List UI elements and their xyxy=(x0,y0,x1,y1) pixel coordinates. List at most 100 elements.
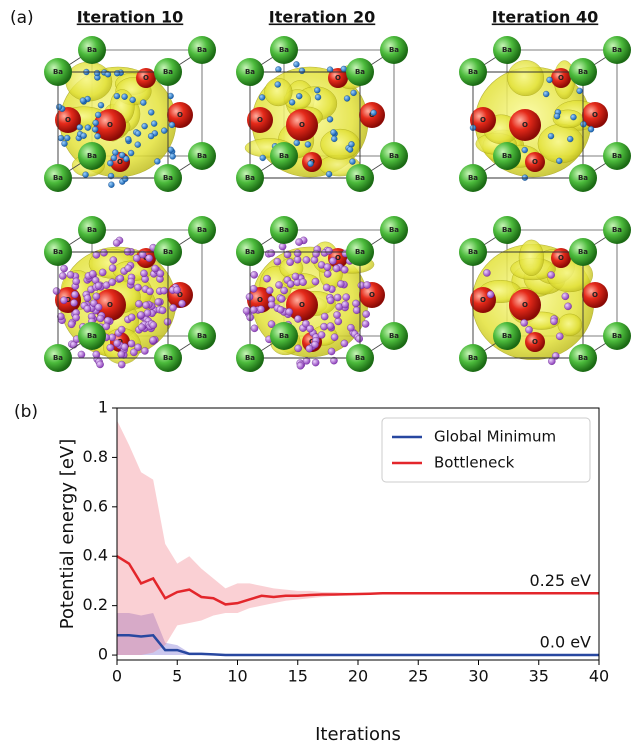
atom-label: Ba xyxy=(163,68,173,76)
y-tick-label: 0 xyxy=(98,645,108,664)
atom-label: Ba xyxy=(53,68,63,76)
sample-point xyxy=(77,124,83,130)
sample-point xyxy=(117,275,124,282)
sample-point xyxy=(148,133,154,139)
atom-label: Ba xyxy=(578,354,588,362)
sample-point xyxy=(327,116,333,122)
atom-label: Ba xyxy=(389,226,399,234)
sample-point xyxy=(135,130,141,136)
sample-point xyxy=(64,135,70,141)
sample-point xyxy=(292,273,299,280)
column-title: Iteration 10 xyxy=(77,8,184,27)
crystal-panels: Iteration 10OOOOOBaBaBaBaBaBaBaBaOOOOOBa… xyxy=(44,8,631,373)
sample-point xyxy=(144,309,151,316)
sample-point xyxy=(53,287,60,294)
atom-label: Ba xyxy=(53,354,63,362)
sample-point xyxy=(250,285,257,292)
atom-label: Ba xyxy=(502,226,512,234)
sample-point xyxy=(278,295,285,302)
atom-label: Ba xyxy=(53,174,63,182)
sample-point xyxy=(60,265,67,272)
sample-point xyxy=(295,239,302,246)
sample-point xyxy=(363,281,370,288)
atom-label: O xyxy=(107,121,113,129)
sample-point xyxy=(562,293,569,300)
sample-point xyxy=(305,142,311,148)
sample-point xyxy=(159,307,166,314)
y-tick-label: 0.6 xyxy=(83,496,108,515)
atom-label: O xyxy=(532,158,538,166)
end-label: 0.0 eV xyxy=(540,633,591,652)
crystal-image: OOOOOBaBaBaBaBaBaBaBa xyxy=(236,216,408,372)
sample-point xyxy=(349,141,355,147)
atom-label: O xyxy=(558,254,564,262)
y-tick-label: 0.2 xyxy=(83,595,108,614)
x-tick-label: 10 xyxy=(227,667,247,686)
sample-point xyxy=(277,306,284,313)
sample-point xyxy=(266,287,273,294)
sample-point xyxy=(95,133,101,139)
atom-label: O xyxy=(117,158,123,166)
sample-point xyxy=(95,112,101,118)
x-tick-label: 20 xyxy=(348,667,368,686)
sample-point xyxy=(294,315,301,322)
sample-point xyxy=(170,153,176,159)
sample-point xyxy=(334,294,341,301)
sample-point xyxy=(556,158,562,164)
atom-label: O xyxy=(299,301,305,309)
sample-point xyxy=(99,269,106,276)
sample-point xyxy=(259,94,265,100)
atom-label: Ba xyxy=(389,332,399,340)
series-line xyxy=(117,635,599,655)
sample-point xyxy=(313,250,320,257)
sample-point xyxy=(107,344,114,351)
sample-point xyxy=(146,288,153,295)
sample-point xyxy=(161,128,167,134)
sample-point xyxy=(341,340,348,347)
atom-label: Ba xyxy=(468,248,478,256)
panel-label: (b) xyxy=(14,402,38,422)
isosurface-lobe xyxy=(538,124,584,163)
sample-point xyxy=(178,300,185,307)
y-axis-label: Potential energy [eV] xyxy=(57,439,78,629)
sample-point xyxy=(150,322,157,329)
sample-point xyxy=(84,295,91,302)
sample-point xyxy=(94,70,100,76)
sample-point xyxy=(122,176,128,182)
atom-label: Ba xyxy=(612,226,622,234)
sample-point xyxy=(483,269,490,276)
atom-label: Ba xyxy=(468,68,478,76)
sample-point xyxy=(287,259,294,266)
sample-point xyxy=(93,120,99,126)
sample-point xyxy=(257,306,264,313)
sample-point xyxy=(109,279,116,286)
sample-point xyxy=(571,114,577,120)
crystal-image: OOOOOBaBaBaBaBaBaBaBa xyxy=(459,216,631,372)
sample-point xyxy=(323,284,330,291)
atom-label: O xyxy=(335,74,341,82)
sample-point xyxy=(275,81,281,87)
sample-point xyxy=(56,104,62,110)
sample-point xyxy=(554,113,560,119)
sample-point xyxy=(154,158,160,164)
atom-label: Ba xyxy=(53,248,63,256)
sample-point xyxy=(314,87,320,93)
sample-point xyxy=(164,318,171,325)
sample-point xyxy=(128,340,135,347)
sample-point xyxy=(138,324,145,331)
x-tick-label: 25 xyxy=(408,667,428,686)
atom-label: Ba xyxy=(245,248,255,256)
sample-point xyxy=(293,61,299,67)
atom-label: Ba xyxy=(389,152,399,160)
sample-point xyxy=(312,359,319,366)
sample-point xyxy=(251,271,258,278)
sample-point xyxy=(93,351,100,358)
sample-point xyxy=(333,265,340,272)
sample-point xyxy=(521,319,528,326)
sample-point xyxy=(311,256,318,263)
atom-label: O xyxy=(257,296,263,304)
legend-label: Bottleneck xyxy=(434,454,515,472)
atom-label: Ba xyxy=(468,174,478,182)
atom-label: O xyxy=(107,301,113,309)
y-tick-label: 0.8 xyxy=(83,447,108,466)
